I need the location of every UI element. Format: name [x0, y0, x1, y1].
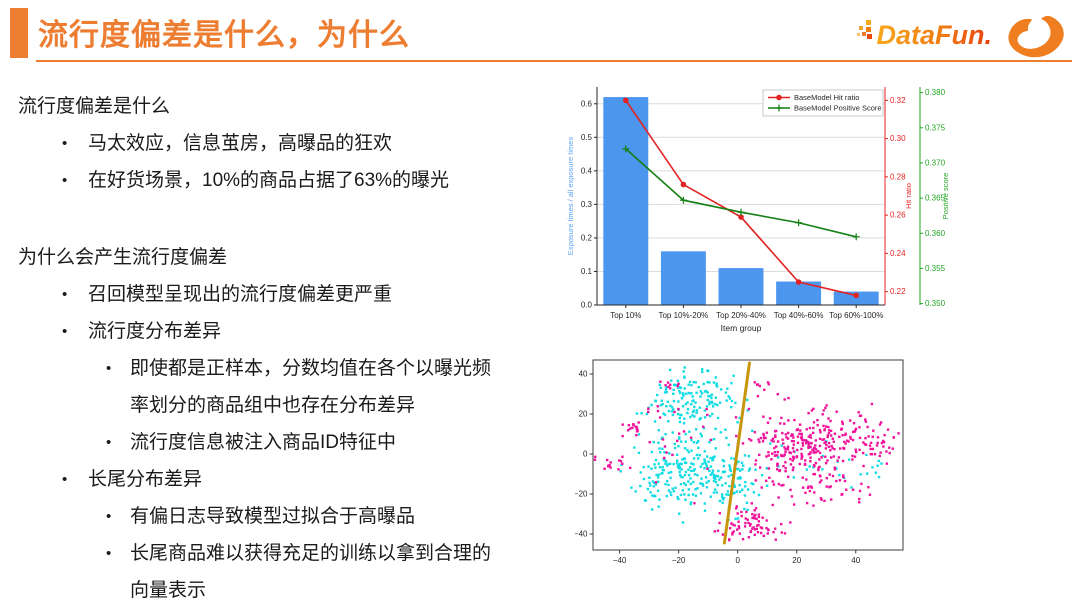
svg-text:0.22: 0.22: [890, 287, 906, 296]
bullet-marker: •: [106, 508, 112, 525]
svg-text:BaseModel Positive Score: BaseModel Positive Score: [794, 104, 882, 113]
svg-text:0: 0: [735, 556, 740, 565]
svg-text:Top 20%-40%: Top 20%-40%: [716, 311, 766, 320]
bullet-text: 召回模型呈现出的流行度偏差更严重: [88, 284, 393, 305]
svg-text:−20: −20: [575, 490, 588, 499]
bullet-text: 有偏日志导致模型过拟合于高曝品: [130, 506, 416, 527]
bullet-item: • 长尾商品难以获得充足的训练以拿到合理的向量表示: [18, 535, 563, 609]
datafun-wordmark: DataFun.: [876, 20, 998, 51]
title-underline: [36, 60, 1072, 62]
svg-text:40: 40: [851, 556, 860, 565]
bar: [776, 281, 822, 305]
svg-text:0.2: 0.2: [581, 233, 593, 242]
exposure-bars: [603, 97, 879, 305]
svg-text:Top 10%-20%: Top 10%-20%: [658, 311, 708, 320]
bullet-text: 流行度分布差异: [88, 321, 222, 342]
svg-text:Item group: Item group: [721, 323, 762, 333]
bullet-marker: •: [106, 434, 112, 451]
bar: [833, 291, 879, 305]
svg-text:0.360: 0.360: [925, 229, 946, 238]
x-axis: Top 10% Top 10%-20% Top 20%-40% Top 40%-60%…: [597, 304, 885, 333]
separating-line: [722, 361, 751, 545]
svg-text:BaseModel Hit ratio: BaseModel Hit ratio: [794, 93, 859, 102]
svg-text:0.370: 0.370: [925, 158, 946, 167]
svg-text:Hit ratio: Hit ratio: [904, 183, 913, 209]
svg-text:0.5: 0.5: [581, 133, 593, 142]
scatter-axes: −40 −20 0 20 40 −40 −20 0 20 40: [575, 359, 904, 565]
bullet-marker: •: [62, 172, 68, 189]
svg-text:−40: −40: [613, 556, 627, 565]
svg-text:0.28: 0.28: [890, 172, 906, 181]
svg-text:0.24: 0.24: [890, 249, 906, 258]
svg-text:20: 20: [792, 556, 801, 565]
section-heading: 为什么会产生流行度偏差: [18, 247, 228, 268]
svg-text:0.26: 0.26: [890, 211, 906, 220]
bullet-marker: •: [106, 545, 112, 562]
bullet-item: • 有偏日志导致模型过拟合于高曝品: [18, 498, 563, 535]
bullet-item: • 流行度分布差异: [18, 313, 563, 350]
bullet-text: 长尾分布差异: [88, 469, 203, 490]
logo-pixels-icon: [857, 20, 873, 39]
bar: [660, 251, 706, 305]
svg-text:0.30: 0.30: [890, 134, 906, 143]
bullet-item: • 长尾分布差异: [18, 461, 563, 498]
scatter-points: [593, 366, 900, 542]
svg-text:−40: −40: [575, 530, 588, 539]
bullet-text: 即使都是正样本，分数均值在各个以曝光频率划分的商品组中也存在分布差异: [130, 358, 492, 416]
svg-text:0.350: 0.350: [925, 299, 946, 308]
exposure-hitratio-chart: 0.0 0.1 0.2 0.3 0.4 0.5 0.6 Exposure times / al…: [566, 87, 950, 333]
positive-score-axis: 0.350 0.355 0.360 0.365 0.370 0.375 0.380 Posit…: [919, 87, 950, 308]
svg-text:0.0: 0.0: [581, 301, 593, 310]
svg-text:0.365: 0.365: [925, 194, 946, 203]
bullet-item: • 马太效应，信息茧房，高曝品的狂欢: [18, 125, 563, 162]
left-axis: 0.0 0.1 0.2 0.3 0.4 0.5 0.6 Exposure times / al…: [566, 87, 598, 310]
bullet-text: 长尾商品难以获得充足的训练以拿到合理的向量表示: [130, 543, 492, 601]
svg-text:40: 40: [579, 370, 588, 379]
bullet-marker: •: [62, 323, 68, 340]
svg-text:0.380: 0.380: [925, 88, 946, 97]
svg-text:Top 60%-100%: Top 60%-100%: [829, 311, 883, 320]
svg-text:0.32: 0.32: [890, 96, 906, 105]
bullet-content: 流行度偏差是什么 • 马太效应，信息茧房，高曝品的狂欢 • 在好货场景，10%的商品占据…: [18, 88, 563, 609]
svg-text:0.3: 0.3: [581, 200, 593, 209]
embedding-scatter-plot: −40 −20 0 20 40 −40 −20 0 20 40: [575, 359, 904, 565]
bullet-marker: •: [62, 471, 68, 488]
bullet-item: • 在好货场景，10%的商品占据了63%的曝光: [18, 162, 563, 199]
datafun-logo: DataFun.: [857, 10, 1070, 60]
svg-text:0.375: 0.375: [925, 123, 946, 132]
legend: BaseModel Hit ratio BaseModel Positive Sc…: [762, 89, 884, 117]
hit-ratio-line: [623, 97, 859, 299]
bullet-item: • 即使都是正样本，分数均值在各个以曝光频率划分的商品组中也存在分布差异: [18, 350, 563, 424]
svg-text:0: 0: [583, 450, 588, 459]
svg-text:Exposure times / all exposure: Exposure times / all exposure times: [566, 137, 575, 256]
section-heading: 流行度偏差是什么: [18, 96, 171, 117]
svg-text:0.1: 0.1: [581, 267, 593, 276]
svg-text:20: 20: [579, 410, 588, 419]
svg-text:Positive score: Positive score: [941, 173, 950, 220]
bullet-marker: •: [106, 360, 112, 377]
title-accent-bar: [10, 8, 28, 58]
svg-text:0.355: 0.355: [925, 264, 946, 273]
bullet-item: • 召回模型呈现出的流行度偏差更严重: [18, 276, 563, 313]
bullet-text: 流行度信息被注入商品ID特征中: [130, 432, 397, 453]
hit-ratio-axis: 0.22 0.24 0.26 0.28 0.30 0.32 Hit ratio: [884, 87, 913, 305]
svg-text:Top 10%: Top 10%: [610, 311, 641, 320]
svg-text:−20: −20: [672, 556, 686, 565]
positive-score-line: [622, 145, 860, 241]
bullet-marker: •: [62, 135, 68, 152]
bullet-text: 在好货场景，10%的商品占据了63%的曝光: [88, 170, 450, 191]
svg-text:0.4: 0.4: [581, 166, 593, 175]
svg-text:Top 40%-60%: Top 40%-60%: [774, 311, 824, 320]
alibaba-smile-icon: [1008, 15, 1064, 58]
bullet-text: 马太效应，信息茧房，高曝品的狂欢: [88, 133, 393, 154]
page-title: 流行度偏差是什么，为什么: [38, 19, 410, 52]
bar: [718, 268, 764, 305]
svg-text:0.6: 0.6: [581, 99, 593, 108]
bullet-marker: •: [62, 286, 68, 303]
bullet-item: • 流行度信息被注入商品ID特征中: [18, 424, 563, 461]
bar: [603, 97, 649, 305]
